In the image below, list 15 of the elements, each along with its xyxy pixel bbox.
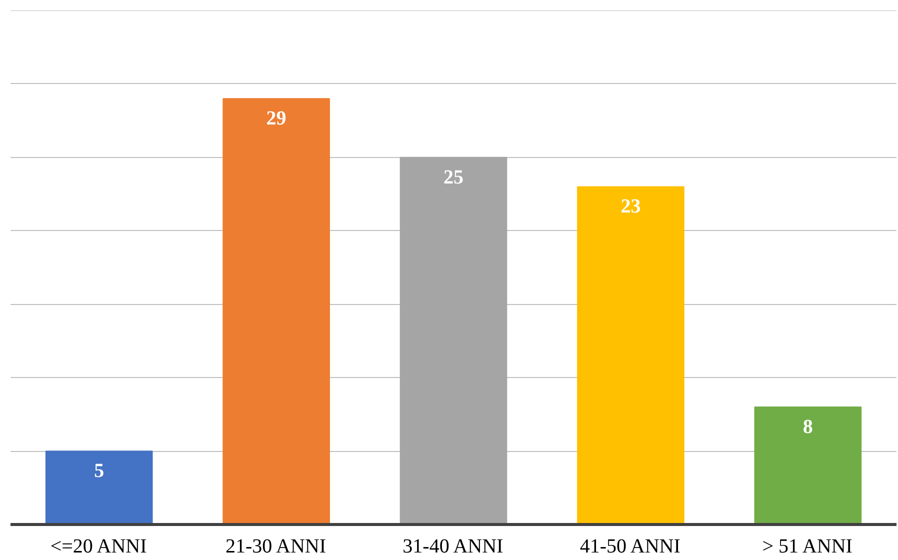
bar [45, 450, 153, 524]
data-label: 23 [620, 196, 641, 218]
data-label: 25 [444, 166, 464, 188]
x-tick-label: <=20 ANNI [50, 536, 147, 558]
x-tick-label: 41-50 ANNI [580, 536, 680, 558]
x-tick-label: 21-30 ANNI [225, 536, 326, 558]
bar [577, 186, 684, 524]
bar [222, 98, 330, 524]
x-tick-label: 31-40 ANNI [402, 536, 504, 558]
data-label: 5 [94, 460, 104, 482]
bar [400, 156, 508, 524]
bar [754, 406, 862, 524]
data-label: 8 [802, 416, 813, 438]
data-label: 29 [266, 108, 286, 130]
x-tick-label: > 51 ANNI [762, 536, 852, 558]
